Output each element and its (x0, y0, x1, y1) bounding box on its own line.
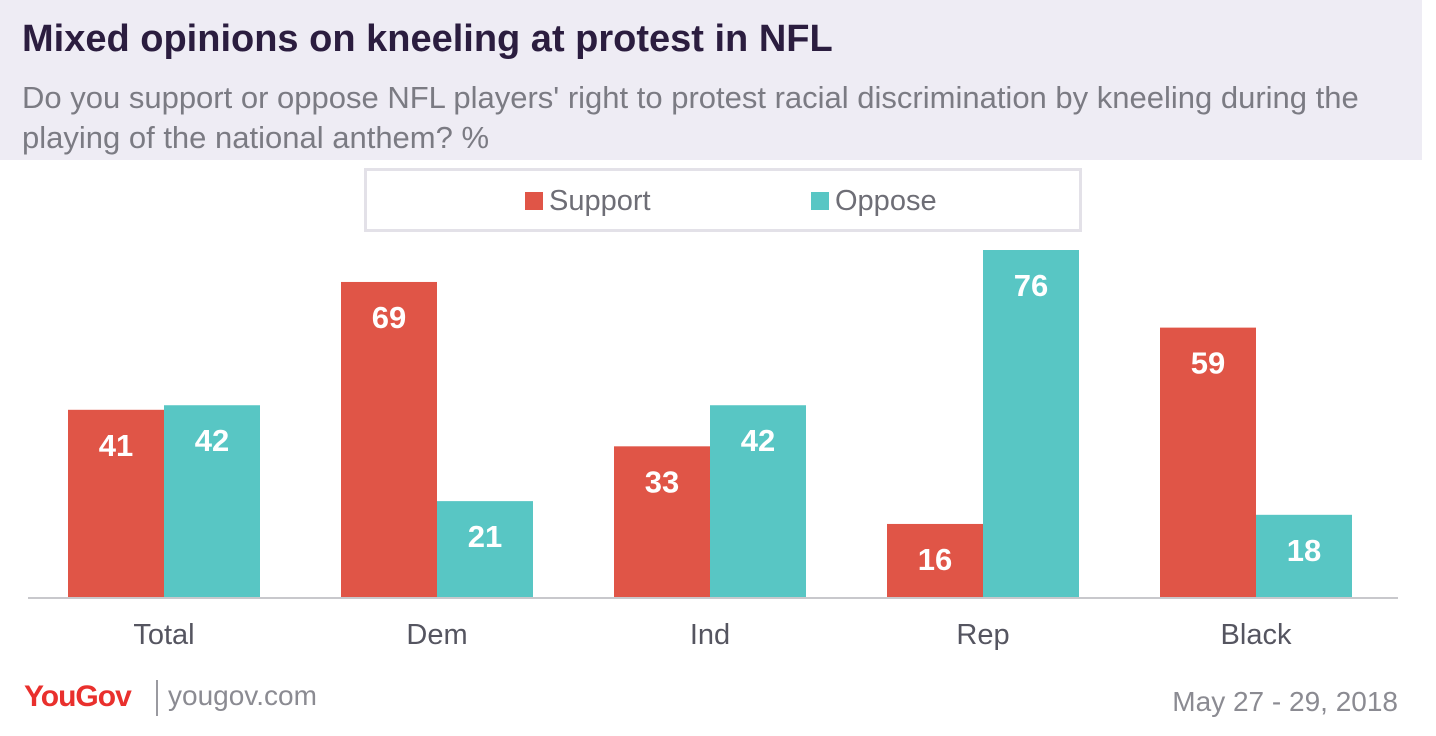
data-label-oppose-rep: 76 (1014, 268, 1048, 303)
data-label-support-black: 59 (1191, 346, 1225, 381)
survey-date: May 27 - 29, 2018 (1172, 686, 1398, 717)
category-label-total: Total (133, 619, 194, 651)
data-label-oppose-dem: 21 (468, 519, 502, 554)
bar-oppose-black (1256, 514, 1352, 597)
data-label-oppose-total: 42 (195, 423, 229, 458)
footer-site: yougov.com (168, 680, 317, 711)
data-label-support-dem: 69 (372, 300, 406, 335)
category-label-dem: Dem (406, 619, 467, 651)
category-label-rep: Rep (956, 619, 1009, 651)
chart-subtitle: Do you support or oppose NFL players' ri… (22, 80, 1359, 155)
bar-support-rep (887, 523, 983, 597)
chart-title: Mixed opinions on kneeling at protest in… (22, 18, 833, 60)
bar-support-ind (614, 446, 710, 597)
legend-swatch-oppose (811, 192, 829, 210)
category-label-ind: Ind (690, 619, 730, 651)
footer-divider (156, 680, 158, 716)
data-label-oppose-black: 18 (1287, 533, 1321, 568)
bar-oppose-rep (983, 250, 1079, 597)
bar-support-total (68, 409, 164, 597)
header-panel: Mixed opinions on kneeling at protest in… (0, 0, 1422, 160)
legend-label-oppose: Oppose (835, 184, 937, 217)
bar-oppose-dem (437, 501, 533, 597)
data-label-support-ind: 33 (645, 464, 679, 499)
data-label-support-rep: 16 (918, 542, 952, 577)
legend-item-support: Support (525, 185, 651, 217)
legend-swatch-support (525, 192, 543, 210)
category-label-black: Black (1221, 619, 1292, 651)
data-label-oppose-ind: 42 (741, 423, 775, 458)
yougov-logo: YouGov (24, 680, 132, 713)
bar-support-dem (341, 281, 437, 597)
bar-oppose-ind (710, 405, 806, 597)
legend-item-oppose: Oppose (811, 185, 937, 217)
legend-label-support: Support (549, 184, 651, 217)
data-label-support-total: 41 (99, 428, 133, 463)
bar-support-black (1160, 327, 1256, 597)
legend: Support Oppose (364, 168, 1082, 232)
bar-oppose-total (164, 405, 260, 597)
